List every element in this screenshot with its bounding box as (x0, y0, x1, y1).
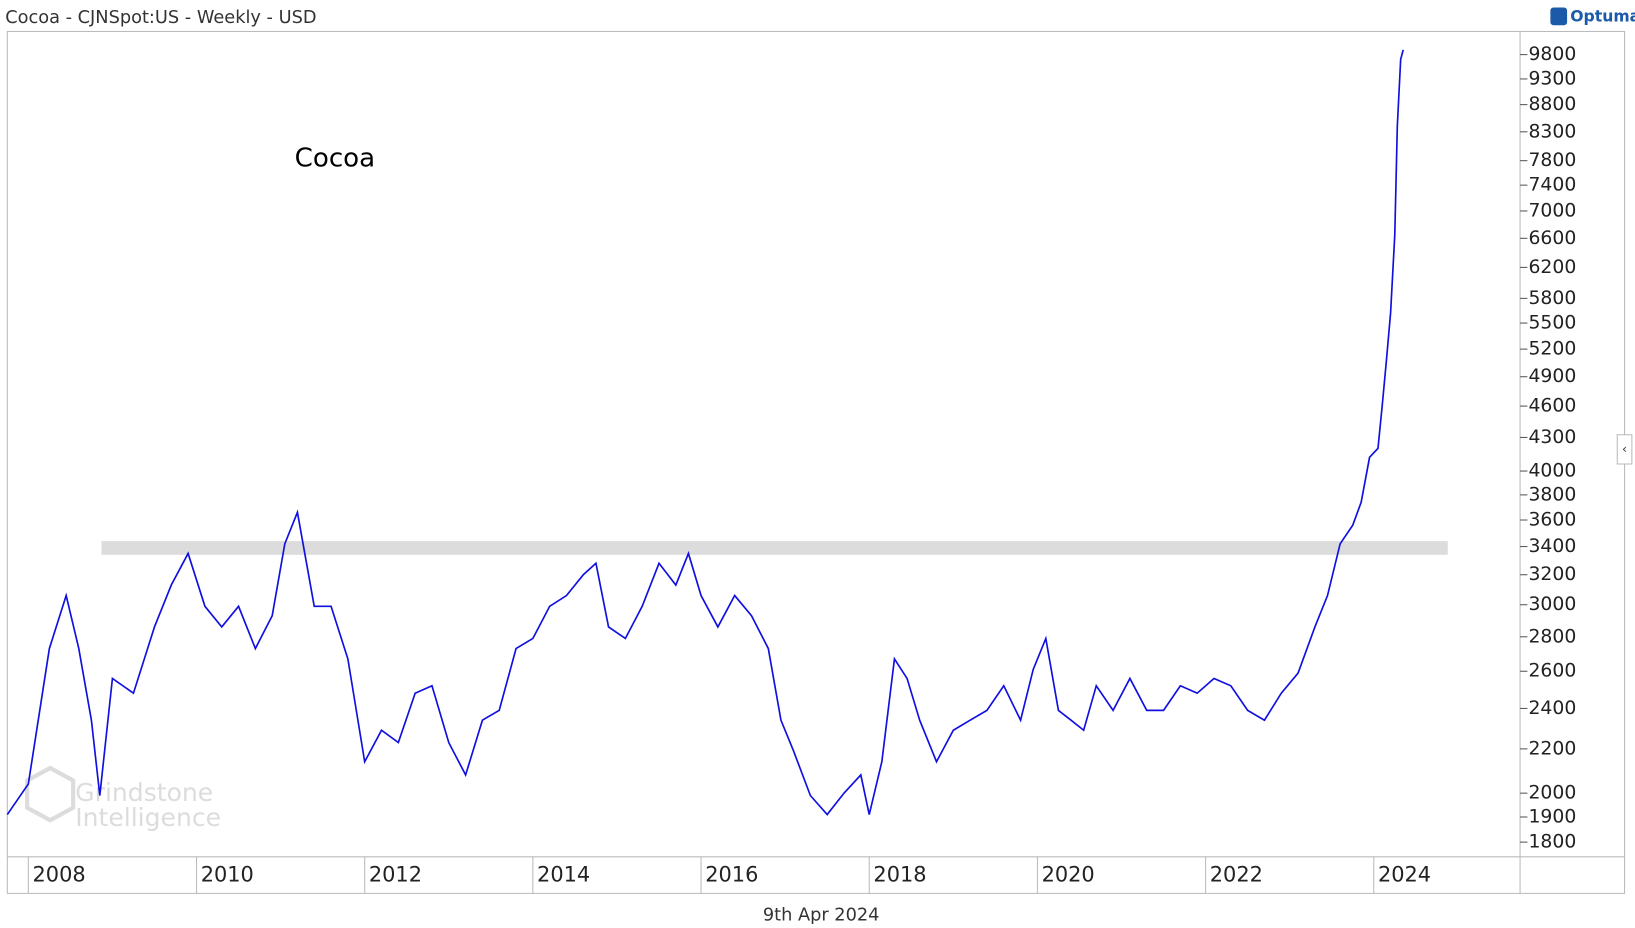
x-tick-label: 2018 (873, 863, 926, 887)
y-tick-label: 7000 (1528, 200, 1576, 221)
x-tick-label: 2012 (369, 863, 422, 887)
y-tick-label: 9800 (1528, 44, 1576, 65)
y-tick-label: 6600 (1528, 228, 1576, 249)
y-tick-label: 3400 (1528, 536, 1576, 557)
x-tick-label: 2010 (201, 863, 254, 887)
y-tick-label: 4900 (1528, 366, 1576, 387)
annotation: Cocoa (295, 143, 376, 173)
price-line (6, 49, 1405, 816)
y-tick-label: 4300 (1528, 427, 1576, 448)
date-label: 9th Apr 2024 (763, 905, 880, 925)
x-tick-label: 2016 (705, 863, 758, 887)
watermark-text: Intelligence (75, 803, 221, 832)
y-tick-label: 2000 (1528, 783, 1576, 804)
y-tick-label: 5500 (1528, 313, 1576, 334)
x-tick-label: 2024 (1378, 863, 1431, 887)
resistance-band (101, 541, 1448, 555)
collapse-button[interactable] (1616, 434, 1633, 465)
y-tick-label: 2200 (1528, 738, 1576, 759)
y-tick-label: 8800 (1528, 94, 1576, 115)
y-tick-label: 2400 (1528, 698, 1576, 719)
y-tick-label: 9300 (1528, 68, 1576, 89)
watermark: Grindstone Intelligence (25, 765, 221, 832)
y-tick-label: 3000 (1528, 594, 1576, 615)
y-tick-label: 4000 (1528, 461, 1576, 482)
y-tick-label: 5200 (1528, 339, 1576, 360)
y-tick-label: 1800 (1528, 832, 1576, 853)
y-tick-label: 2800 (1528, 626, 1576, 647)
frame (6, 30, 1626, 894)
y-tick-label: 3600 (1528, 510, 1576, 531)
y-tick-label: 3200 (1528, 564, 1576, 585)
chart-title: Cocoa - CJNSpot:US - Weekly - USD (5, 8, 316, 28)
brand: Optuma (1570, 6, 1635, 25)
y-tick-label: 3800 (1528, 484, 1576, 505)
y-tick-label: 2600 (1528, 661, 1576, 682)
brand-icon (1550, 7, 1568, 26)
x-tick-label: 2008 (33, 863, 86, 887)
y-tick-label: 1900 (1528, 807, 1576, 828)
watermark-logo (25, 765, 76, 823)
y-tick-label: 6200 (1528, 257, 1576, 278)
x-tick-label: 2022 (1210, 863, 1263, 887)
x-tick-label: 2020 (1042, 863, 1095, 887)
y-tick-label: 8300 (1528, 121, 1576, 142)
x-tick-label: 2014 (537, 863, 590, 887)
y-tick-label: 7800 (1528, 150, 1576, 171)
collapse-arrow[interactable]: ‹ (1622, 441, 1627, 456)
y-tick-label: 7400 (1528, 175, 1576, 196)
y-tick-label: 5800 (1528, 288, 1576, 309)
y-tick-label: 4600 (1528, 396, 1576, 417)
